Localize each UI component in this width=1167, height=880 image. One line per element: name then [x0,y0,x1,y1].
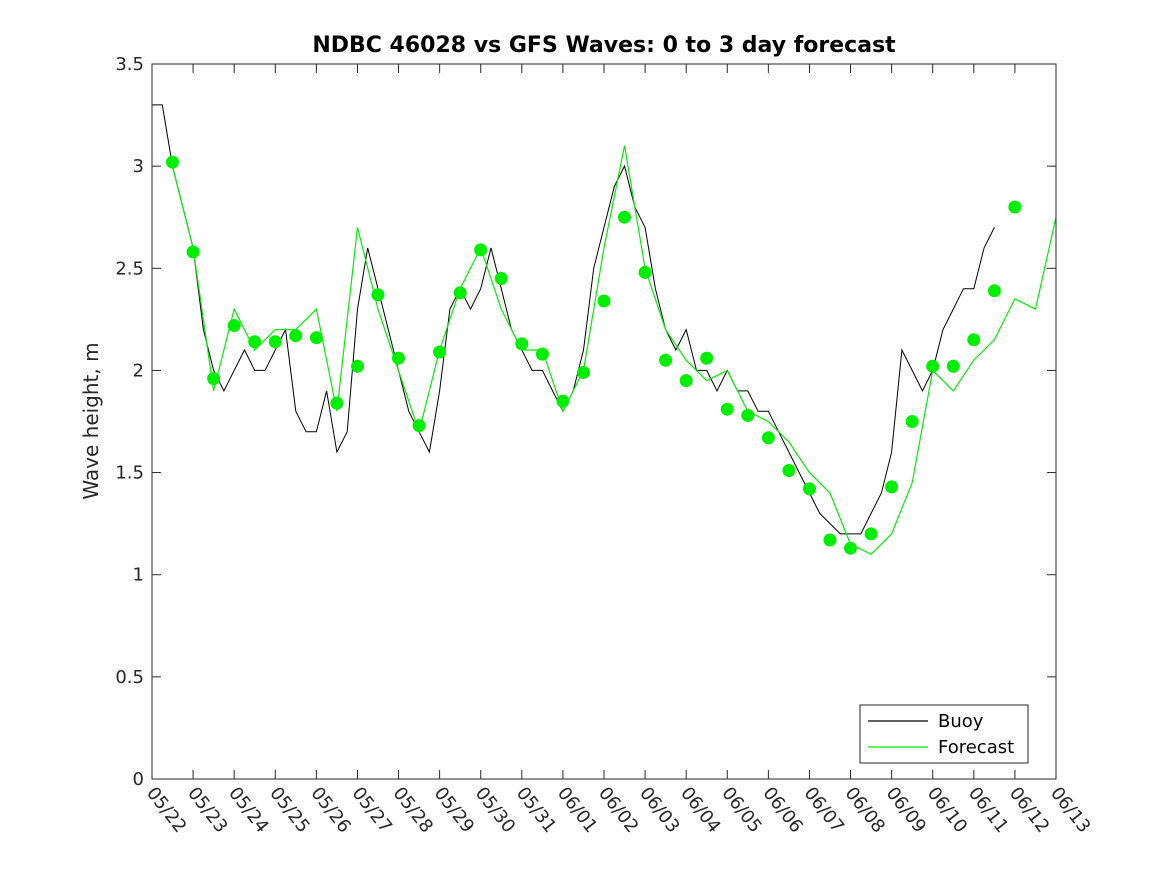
forecast-marker [494,272,508,285]
y-tick-label: 3 [133,156,144,177]
forecast-marker [967,333,981,347]
forecast-marker [556,394,570,408]
forecast-series-line [171,145,1056,556]
forecast-marker [186,245,200,259]
forecast-marker [679,374,693,388]
y-tick-label: 1.5 [115,463,144,484]
forecast-marker [987,284,1001,298]
legend-label-forecast: Forecast [938,737,1014,758]
forecast-marker [885,480,899,494]
forecast-marker [720,402,734,416]
forecast-marker [577,366,590,379]
y-tick-label: 1 [133,565,144,586]
forecast-marker [823,533,837,547]
forecast-marker [597,294,611,308]
forecast-marker [330,396,344,410]
forecast-marker [618,210,631,224]
forecast-marker [433,345,447,359]
forecast-marker [761,431,775,445]
y-tick-label: 2 [133,360,144,381]
forecast-marker [1008,200,1022,214]
forecast-marker [864,527,878,541]
forecast-marker [905,415,919,428]
forecast-marker [371,288,385,302]
y-tick-label: 0.5 [115,667,144,688]
forecast-marker [248,335,262,349]
forecast-marker [412,419,426,433]
forecast-marker [844,541,857,555]
forecast-marker [803,482,816,496]
forecast-marker [515,337,529,351]
forecast-marker [926,359,940,373]
legend-label-buoy: Buoy [938,711,984,732]
legend-box [859,704,1029,764]
forecast-marker [741,408,755,422]
chart-title: NDBC 46028 vs GFS Waves: 0 to 3 day fore… [312,33,896,58]
y-tick-label: 3.5 [115,54,144,75]
forecast-marker [659,353,673,367]
forecast-marker [227,319,241,332]
forecast-marker [166,155,179,169]
y-axis-label: Wave height, m [79,342,103,499]
y-tick-label: 2.5 [115,258,144,279]
forecast-marker [351,359,364,373]
forecast-marker [207,372,221,386]
legend: Buoy Forecast [859,704,1029,764]
forecast-marker [268,335,282,349]
forecast-marker [638,265,652,279]
forecast-marker [453,286,467,300]
series-group [152,104,1056,556]
forecast-marker [392,351,405,365]
forecast-marker [289,329,303,343]
forecast-marker [535,347,549,361]
forecast-marker [474,243,488,257]
y-tick-label: 0 [133,769,144,790]
plot-layer [152,104,1056,556]
forecast-marker [700,351,714,365]
forecast-marker [309,331,323,345]
forecast-marker [946,359,960,373]
forecast-marker [782,464,796,477]
